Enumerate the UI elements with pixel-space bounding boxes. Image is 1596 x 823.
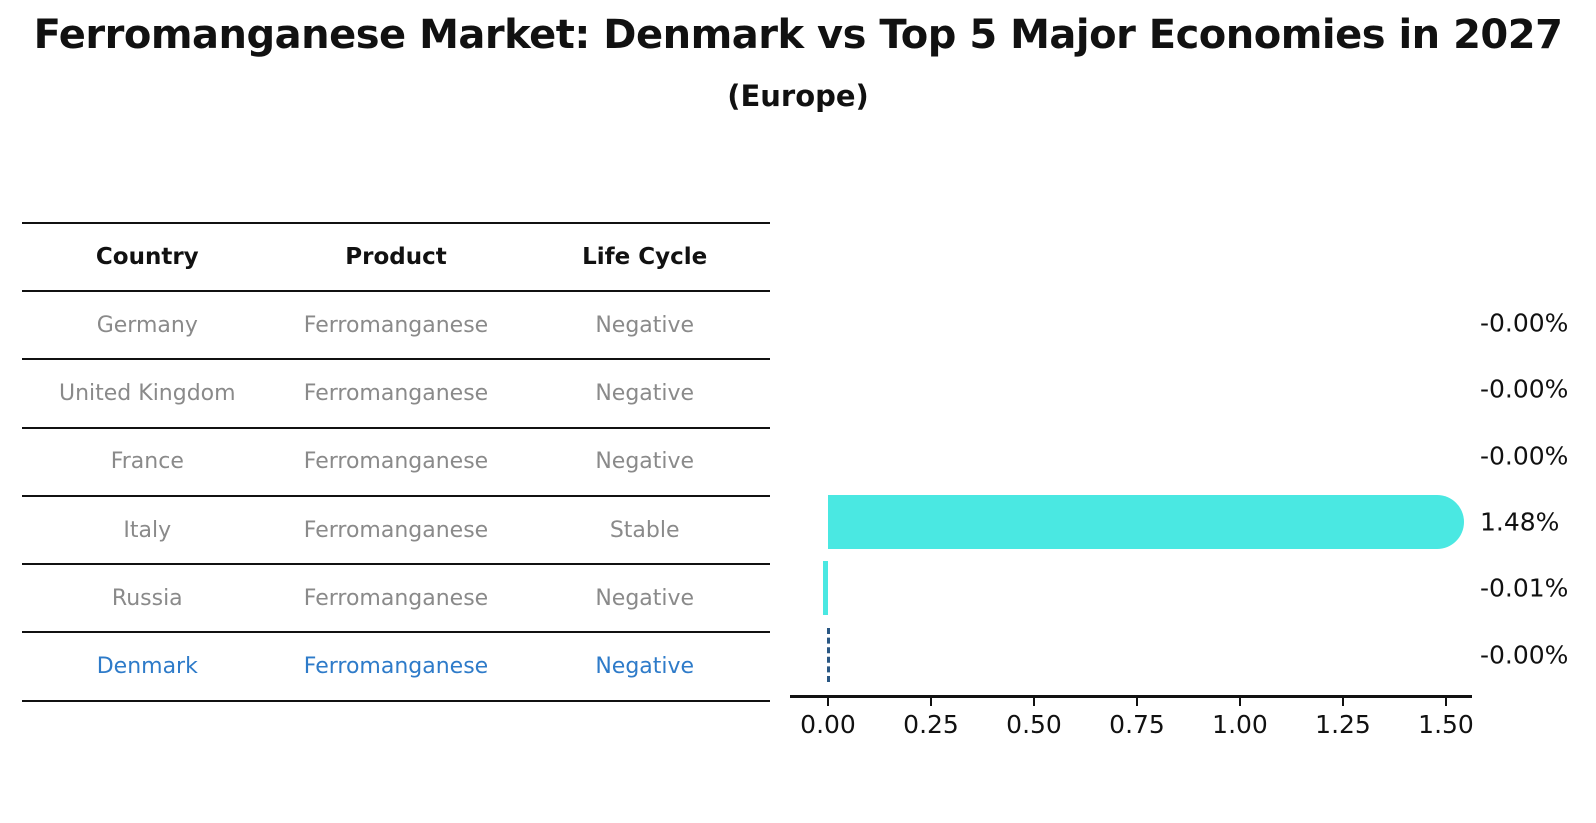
table-cell-country: Russia — [111, 585, 183, 611]
table-cell-country: Italy — [123, 517, 172, 543]
table-cell-life-cycle: Negative — [595, 654, 695, 680]
table-cell-product: Ferromanganese — [303, 654, 489, 680]
table-header-row: Country Product Life Cycle — [22, 224, 770, 292]
table-cell-product: Ferromanganese — [303, 585, 489, 611]
table-row: Italy Ferromanganese Stable — [22, 497, 770, 566]
value-label: 1.48% — [1480, 507, 1560, 537]
table-row: Denmark Ferromanganese Negative — [22, 633, 770, 702]
chart-subtitle: (Europe) — [727, 79, 869, 113]
table-header-cell: Life Cycle — [582, 244, 708, 270]
value-label: -0.00% — [1480, 441, 1569, 471]
table-cell-life-cycle: Negative — [595, 449, 695, 475]
value-label: -0.00% — [1480, 640, 1569, 670]
x-axis-tick-label: 1.50 — [1418, 710, 1474, 739]
table-cell-life-cycle: Stable — [609, 517, 680, 543]
table-header-cell: Product — [345, 244, 447, 270]
table-row: United Kingdom Ferromanganese Negative — [22, 360, 770, 429]
table-row: Russia Ferromanganese Negative — [22, 565, 770, 634]
table-body: Germany Ferromanganese Negative United King… — [22, 292, 770, 702]
x-axis-tick — [1033, 697, 1035, 706]
table-cell-country: France — [110, 449, 184, 475]
bar — [828, 495, 1464, 550]
bar-denmark-dashed-marker — [827, 627, 830, 682]
value-label: -0.01% — [1480, 573, 1569, 603]
value-label: -0.00% — [1480, 308, 1569, 338]
x-axis-tick-label: 0.50 — [1006, 710, 1062, 739]
table-cell-product: Ferromanganese — [303, 380, 489, 406]
table-row: Germany Ferromanganese Negative — [22, 292, 770, 361]
x-axis-tick — [1136, 697, 1138, 706]
x-axis-tick — [1445, 697, 1447, 706]
x-axis-tick — [930, 697, 932, 706]
x-axis-tick-label: 0.75 — [1109, 710, 1165, 739]
table-cell-life-cycle: Negative — [595, 380, 695, 406]
table-header-cell: Country — [95, 244, 199, 270]
table-cell-product: Ferromanganese — [303, 449, 489, 475]
table-row: France Ferromanganese Negative — [22, 429, 770, 497]
table-cell-country: United Kingdom — [58, 380, 236, 406]
table-cell-product: Ferromanganese — [303, 517, 489, 543]
x-axis-tick-label: 0.25 — [903, 710, 959, 739]
x-axis-tick — [1239, 697, 1241, 706]
table-cell-country: Denmark — [96, 654, 198, 680]
x-axis-tick — [827, 697, 829, 706]
x-axis — [790, 695, 1472, 698]
x-axis-tick-label: 1.00 — [1212, 710, 1268, 739]
table-cell-life-cycle: Negative — [595, 312, 695, 338]
bar — [823, 561, 828, 616]
table-cell-product: Ferromanganese — [303, 312, 489, 338]
comparison-table: Country Product Life Cycle Germany Ferroman… — [22, 222, 770, 702]
x-axis-tick — [1342, 697, 1344, 706]
chart-title: Ferromanganese Market: Denmark vs Top 5 … — [33, 12, 1563, 58]
x-axis-tick-label: 1.25 — [1315, 710, 1371, 739]
value-label: -0.00% — [1480, 374, 1569, 404]
x-axis-tick-label: 0.00 — [800, 710, 856, 739]
table-cell-country: Germany — [96, 312, 198, 338]
table-cell-life-cycle: Negative — [595, 585, 695, 611]
